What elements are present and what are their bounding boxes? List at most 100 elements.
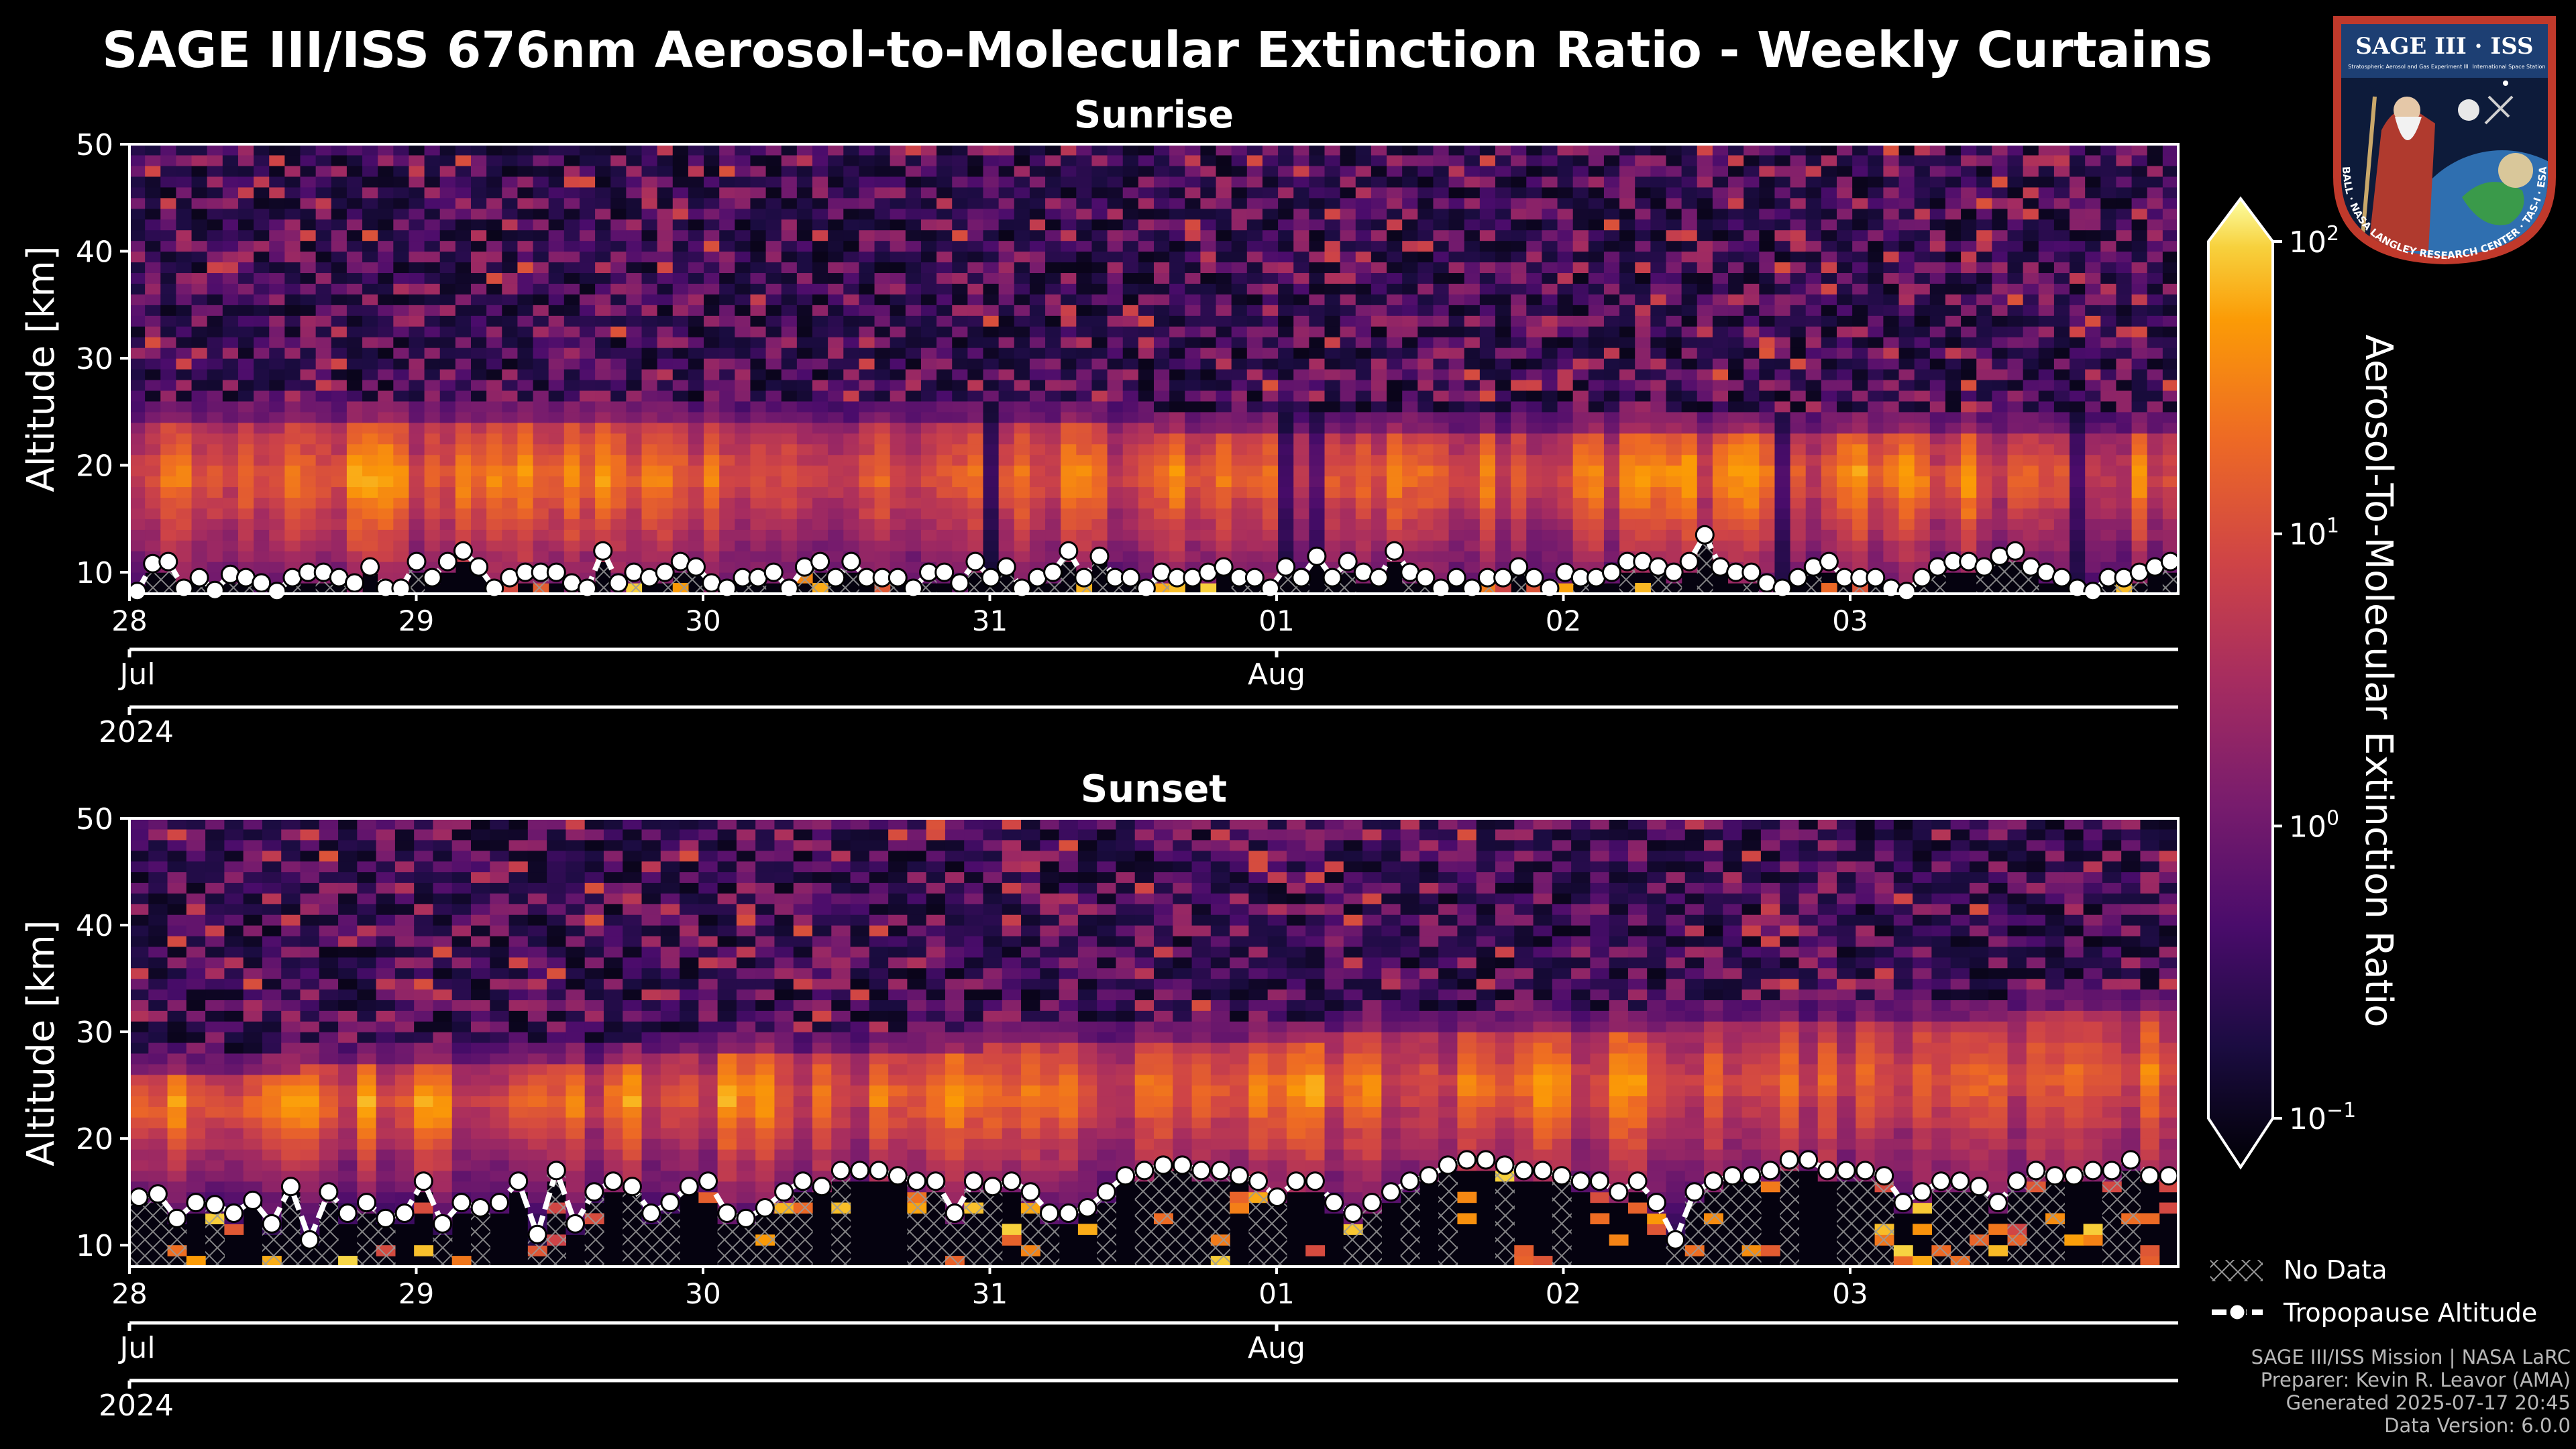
- heatmap-cell: [920, 154, 937, 166]
- heatmap-cell: [533, 454, 549, 466]
- heatmap-cell: [1929, 240, 1946, 252]
- heatmap-cell: [564, 497, 580, 508]
- heatmap-cell: [160, 176, 177, 188]
- heatmap-cell: [1821, 197, 1837, 209]
- heatmap-cell: [905, 176, 922, 188]
- heatmap-cell: [1929, 262, 1946, 274]
- heatmap-cell: [1945, 422, 1962, 434]
- heatmap-cell: [1650, 379, 1667, 391]
- heatmap-cell: [936, 369, 953, 380]
- heatmap-cell: [129, 358, 146, 370]
- heatmap-cell: [378, 262, 394, 274]
- heatmap-cell: [1122, 529, 1139, 541]
- heatmap-cell: [1479, 165, 1496, 177]
- heatmap-cell: [998, 465, 1015, 477]
- heatmap-cell: [1340, 529, 1356, 541]
- heatmap-cell: [1324, 337, 1341, 348]
- heatmap-cell: [936, 486, 953, 498]
- heatmap-cell: [1246, 529, 1263, 541]
- heatmap-cell: [719, 251, 735, 263]
- heatmap-cell: [843, 465, 860, 477]
- heatmap-cell: [1914, 390, 1931, 402]
- heatmap-cell: [704, 551, 720, 562]
- heatmap-cell: [1666, 251, 1682, 263]
- heatmap-cell: [254, 358, 270, 370]
- heatmap-cell: [1169, 369, 1185, 380]
- heatmap-cell: [284, 497, 301, 508]
- heatmap-cell: [595, 337, 611, 348]
- heatmap-cell: [1433, 519, 1450, 530]
- heatmap-cell: [1883, 497, 1900, 508]
- heatmap-cell: [1061, 272, 1077, 284]
- heatmap-cell: [129, 165, 146, 177]
- heatmap-cell: [1138, 400, 1155, 413]
- heatmap-cell: [1061, 208, 1077, 220]
- heatmap-cell: [1728, 433, 1744, 445]
- heatmap-cell: [517, 390, 534, 402]
- heatmap-cell: [1479, 229, 1496, 241]
- heatmap-cell: [1868, 305, 1884, 316]
- heatmap-cell: [1355, 315, 1372, 327]
- heatmap-cell: [1107, 465, 1124, 477]
- heatmap-cell: [828, 454, 844, 466]
- heatmap-cell: [610, 486, 627, 498]
- heatmap-cell: [533, 379, 549, 391]
- heatmap-cell: [688, 262, 704, 274]
- heatmap-cell: [1557, 154, 1574, 166]
- sunrise-heatmap: [129, 144, 2179, 594]
- heatmap-cell: [1355, 229, 1372, 241]
- heatmap-cell: [284, 208, 301, 220]
- heatmap-cell: [1464, 326, 1481, 337]
- heatmap-cell: [455, 197, 472, 209]
- heatmap-cell: [1278, 262, 1294, 274]
- heatmap-cell: [983, 529, 1000, 541]
- heatmap-cell: [1309, 208, 1326, 220]
- heatmap-cell: [502, 272, 519, 284]
- heatmap-cell: [237, 176, 254, 188]
- heatmap-cell: [1122, 540, 1139, 551]
- heatmap-cell: [1262, 400, 1279, 413]
- heatmap-cell: [983, 219, 1000, 231]
- heatmap-cell: [1448, 400, 1465, 413]
- heatmap-cell: [346, 144, 363, 156]
- heatmap-cell: [1898, 390, 1915, 402]
- heatmap-cell: [1759, 165, 1776, 177]
- heatmap-cell: [346, 540, 363, 551]
- heatmap-cell: [533, 262, 549, 274]
- heatmap-cell: [595, 390, 611, 402]
- heatmap-cell: [129, 422, 146, 434]
- heatmap-cell: [595, 208, 611, 220]
- heatmap-cell: [1479, 529, 1496, 541]
- heatmap-cell: [1091, 519, 1108, 530]
- heatmap-cell: [1464, 476, 1481, 488]
- heatmap-cell: [765, 347, 782, 359]
- heatmap-cell: [1511, 486, 1527, 498]
- heatmap-cell: [1216, 144, 1232, 156]
- heatmap-cell: [1572, 369, 1589, 380]
- heatmap-cell: [1479, 326, 1496, 337]
- heatmap-cell: [1681, 240, 1698, 252]
- heatmap-cell: [1743, 443, 1760, 455]
- heatmap-cell: [1448, 454, 1465, 466]
- heatmap-cell: [315, 465, 332, 477]
- heatmap-cell: [1387, 283, 1403, 294]
- heatmap-cell: [1433, 443, 1450, 455]
- heatmap-cell: [688, 305, 704, 316]
- heatmap-cell: [1278, 411, 1294, 423]
- heatmap-cell: [517, 251, 534, 263]
- heatmap-cell: [1852, 294, 1868, 305]
- heatmap-cell: [1387, 294, 1403, 305]
- heatmap-cell: [1293, 551, 1309, 562]
- heatmap-cell: [1371, 454, 1387, 466]
- heatmap-cell: [657, 454, 674, 466]
- heatmap-cell: [1029, 251, 1046, 263]
- heatmap-cell: [129, 208, 146, 220]
- heatmap-cell: [207, 369, 223, 380]
- heatmap-cell: [1976, 315, 1992, 327]
- heatmap-cell: [874, 283, 891, 294]
- heatmap-cell: [1619, 497, 1635, 508]
- heatmap-cell: [1246, 433, 1263, 445]
- heatmap-cell: [1759, 433, 1776, 445]
- heatmap-cell: [315, 229, 332, 241]
- heatmap-cell: [936, 411, 953, 423]
